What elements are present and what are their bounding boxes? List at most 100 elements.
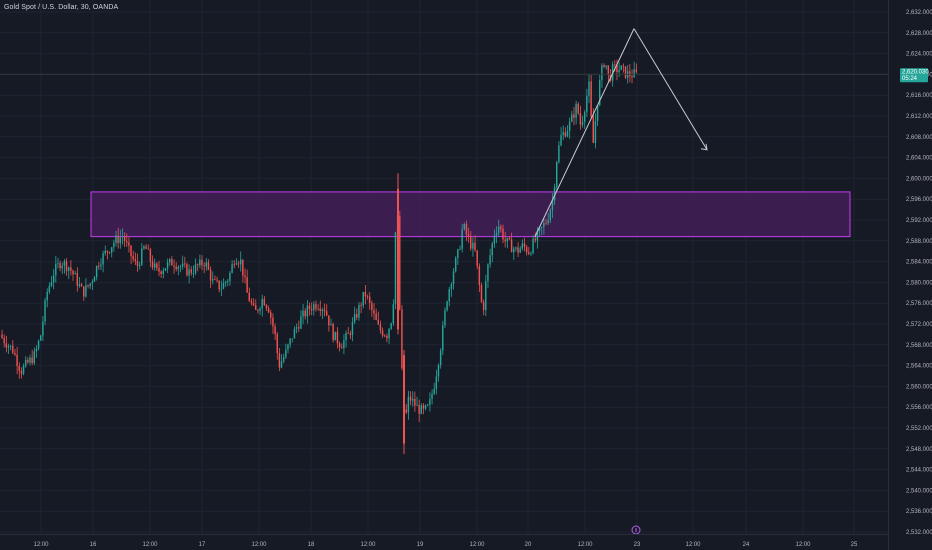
candle-body[interactable] bbox=[52, 275, 55, 283]
candle-body[interactable] bbox=[24, 359, 27, 366]
candle-body[interactable] bbox=[500, 226, 502, 229]
candle-body[interactable] bbox=[151, 261, 154, 268]
candle-body[interactable] bbox=[33, 351, 35, 364]
candle-body[interactable] bbox=[349, 333, 352, 335]
candle-body[interactable] bbox=[83, 286, 85, 297]
candle-body[interactable] bbox=[188, 269, 190, 276]
candle-body[interactable] bbox=[543, 223, 545, 228]
candle-body[interactable] bbox=[590, 81, 592, 117]
candle-body[interactable] bbox=[306, 305, 309, 317]
candle-body[interactable] bbox=[353, 314, 356, 323]
candle-body[interactable] bbox=[368, 296, 371, 303]
candle-body[interactable] bbox=[98, 266, 100, 267]
candle-body[interactable] bbox=[141, 248, 143, 265]
candle-body[interactable] bbox=[476, 250, 478, 267]
candle-body[interactable] bbox=[549, 209, 551, 221]
candle-body[interactable] bbox=[153, 263, 156, 268]
candle-body[interactable] bbox=[356, 314, 358, 318]
candle-body[interactable] bbox=[399, 216, 401, 310]
candle-body[interactable] bbox=[566, 130, 569, 137]
candle-body[interactable] bbox=[409, 396, 412, 401]
candle-body[interactable] bbox=[123, 236, 126, 241]
candle-body[interactable] bbox=[540, 227, 543, 228]
candle-body[interactable] bbox=[214, 279, 216, 280]
candle-body[interactable] bbox=[50, 282, 53, 287]
candle-body[interactable] bbox=[411, 398, 414, 401]
candle-body[interactable] bbox=[418, 404, 420, 414]
candle-body[interactable] bbox=[235, 263, 238, 265]
candle-body[interactable] bbox=[510, 239, 513, 253]
candle-body[interactable] bbox=[525, 246, 528, 253]
candle-body[interactable] bbox=[392, 304, 395, 324]
candle-body[interactable] bbox=[454, 258, 457, 272]
candle-body[interactable] bbox=[166, 262, 169, 269]
candle-body[interactable] bbox=[102, 253, 104, 265]
drop-candle-body[interactable] bbox=[403, 355, 405, 444]
candle-body[interactable] bbox=[547, 220, 549, 224]
candle-body[interactable] bbox=[158, 268, 160, 272]
candle-body[interactable] bbox=[108, 252, 111, 253]
candle-body[interactable] bbox=[515, 247, 517, 249]
candle-body[interactable] bbox=[136, 260, 139, 266]
candle-body[interactable] bbox=[390, 323, 392, 329]
candle-body[interactable] bbox=[336, 331, 339, 344]
candle-body[interactable] bbox=[106, 250, 109, 253]
candle-body[interactable] bbox=[450, 284, 453, 289]
candle-body[interactable] bbox=[323, 309, 326, 312]
candle-body[interactable] bbox=[594, 121, 597, 143]
candle-body[interactable] bbox=[315, 304, 317, 309]
candle-body[interactable] bbox=[332, 324, 334, 341]
candle-body[interactable] bbox=[91, 281, 94, 284]
candle-body[interactable] bbox=[444, 310, 446, 326]
candle-body[interactable] bbox=[562, 132, 564, 135]
candle-body[interactable] bbox=[427, 404, 429, 406]
candle-body[interactable] bbox=[67, 267, 70, 271]
candle-body[interactable] bbox=[192, 272, 195, 274]
candle-body[interactable] bbox=[493, 235, 496, 244]
candle-body[interactable] bbox=[530, 253, 532, 254]
candle-body[interactable] bbox=[553, 187, 556, 201]
candle-body[interactable] bbox=[310, 308, 313, 311]
candle-body[interactable] bbox=[616, 64, 618, 73]
candle-body[interactable] bbox=[3, 338, 5, 344]
candle-body[interactable] bbox=[293, 328, 296, 339]
candle-body[interactable] bbox=[110, 247, 113, 253]
candle-body[interactable] bbox=[276, 333, 278, 354]
candle-body[interactable] bbox=[506, 237, 508, 242]
candle-body[interactable] bbox=[65, 261, 68, 271]
candle-body[interactable] bbox=[614, 64, 616, 66]
candle-body[interactable] bbox=[487, 264, 489, 282]
candle-body[interactable] bbox=[360, 304, 362, 306]
candle-body[interactable] bbox=[55, 263, 57, 276]
candle-body[interactable] bbox=[145, 246, 147, 249]
candle-body[interactable] bbox=[564, 132, 567, 137]
candle-body[interactable] bbox=[274, 326, 276, 334]
candle-body[interactable] bbox=[508, 237, 511, 240]
candle-body[interactable] bbox=[291, 338, 293, 340]
candle-body[interactable] bbox=[513, 248, 515, 253]
candle-body[interactable] bbox=[272, 317, 274, 327]
candle-body[interactable] bbox=[620, 65, 622, 71]
candle-body[interactable] bbox=[405, 409, 407, 413]
candle-body[interactable] bbox=[48, 286, 51, 292]
candle-body[interactable] bbox=[194, 264, 197, 273]
candle-body[interactable] bbox=[536, 230, 539, 241]
candle-body[interactable] bbox=[586, 95, 588, 113]
candle-body[interactable] bbox=[171, 259, 173, 266]
candle-body[interactable] bbox=[282, 357, 285, 362]
candle-body[interactable] bbox=[629, 71, 631, 77]
candle-body[interactable] bbox=[491, 243, 493, 256]
candle-body[interactable] bbox=[457, 249, 459, 259]
candle-body[interactable] bbox=[87, 285, 89, 287]
candle-body[interactable] bbox=[203, 265, 205, 267]
candle-body[interactable] bbox=[5, 343, 8, 348]
candle-body[interactable] bbox=[261, 298, 263, 309]
candle-body[interactable] bbox=[465, 224, 468, 235]
candle-body[interactable] bbox=[489, 255, 491, 265]
candle-body[interactable] bbox=[134, 258, 137, 261]
candle-body[interactable] bbox=[388, 328, 390, 339]
candle-body[interactable] bbox=[401, 309, 403, 369]
candle-layer[interactable] bbox=[1, 59, 637, 454]
candle-body[interactable] bbox=[196, 264, 199, 266]
candle-body[interactable] bbox=[420, 405, 422, 414]
